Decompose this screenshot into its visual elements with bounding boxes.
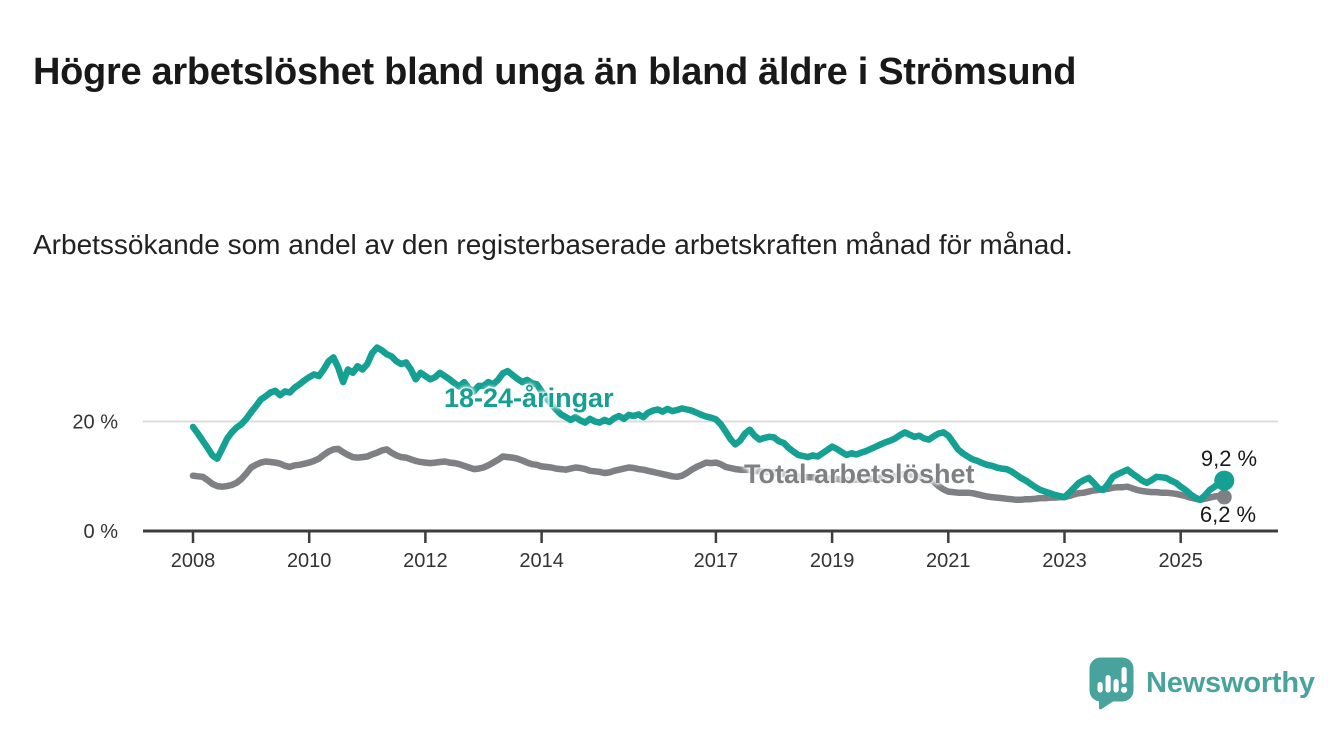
series-label-total: Total arbetslöshet xyxy=(744,459,975,489)
x-tick-label: 2023 xyxy=(1042,550,1087,572)
brand-name: Newsworthy xyxy=(1146,666,1315,699)
y-tick-label: 20 % xyxy=(72,412,118,434)
x-tick-label: 2012 xyxy=(403,550,448,572)
x-tick-label: 2008 xyxy=(171,550,216,572)
end-value-youth: 9,2 % xyxy=(1200,446,1258,471)
x-tick-label: 2019 xyxy=(810,550,855,572)
end-dot-total xyxy=(1216,489,1232,505)
series-label-youth: 18-24-åringar xyxy=(444,383,614,413)
x-tick-label: 2014 xyxy=(519,550,564,572)
end-dot-youth xyxy=(1214,470,1235,491)
x-tick-label: 2021 xyxy=(926,550,971,572)
chart-subtitle: Arbetssökande som andel av den registerb… xyxy=(33,229,1073,260)
x-tick-label: 2025 xyxy=(1158,550,1203,572)
x-tick-label: 2010 xyxy=(287,550,332,572)
newsworthy-logo[interactable]: Newsworthy xyxy=(1088,656,1315,710)
series-line-total xyxy=(189,445,1228,504)
chart-title: Högre arbetslöshet bland unga än bland ä… xyxy=(33,51,1077,94)
newsworthy-bubble-icon xyxy=(1089,657,1134,710)
y-tick-label: 0 % xyxy=(84,521,119,543)
x-tick-label: 2017 xyxy=(694,550,739,572)
end-value-total: 6,2 % xyxy=(1199,502,1257,527)
series-line-youth xyxy=(189,344,1228,504)
